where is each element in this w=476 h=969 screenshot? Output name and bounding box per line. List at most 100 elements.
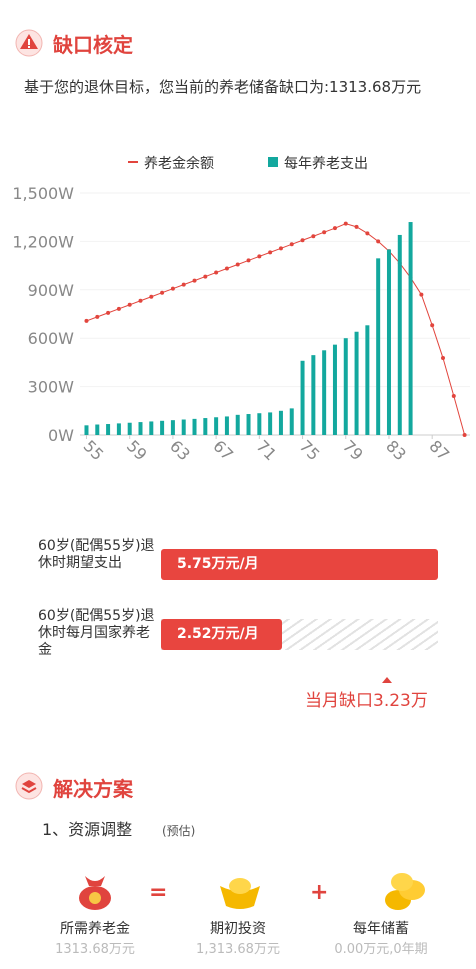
bar [397,234,402,435]
gap-label: 当月缺口3.23万 [305,691,428,711]
bar [95,424,100,435]
solution-note: (预估) [162,824,196,838]
x-tick-label: 87 [425,436,453,464]
point [322,230,327,235]
coins-icon [385,873,425,910]
item-label: 所需养老金 [60,921,130,937]
point [84,318,89,323]
x-tick-label: 67 [209,436,237,464]
bar [224,416,229,435]
y-tick-label: 300W [28,378,75,397]
point [440,356,445,361]
solution-icon [15,772,43,800]
bar [246,414,251,435]
operator: + [310,880,329,905]
point [462,433,467,437]
bar [376,258,381,435]
bar [278,410,283,435]
bar [311,355,316,435]
row-label: 60岁(配偶55岁)退休时每月国家养老金 [38,608,155,658]
point [181,282,186,287]
bar [332,344,337,435]
ingot-icon [220,878,260,909]
bar [386,249,391,435]
bar [106,424,111,435]
gap-text: 基于您的退休目标，您当前的养老储备缺口为:1313.68万元 [24,78,422,96]
x-tick-label: 55 [80,436,108,464]
bar [181,419,186,435]
point [170,286,175,291]
bar [203,418,208,435]
bar [354,331,359,435]
y-tick-label: 0W [48,426,74,445]
bar [84,425,89,435]
item-label: 每年储蓄 [353,921,409,937]
bar [257,413,262,435]
point [149,294,154,299]
point [224,266,229,271]
point [430,323,435,328]
gap-icon [15,29,43,57]
point [106,310,111,315]
point [451,393,456,398]
point [376,239,381,244]
y-tick-label: 1,500W [12,184,74,203]
line [86,223,466,436]
bar [289,408,294,435]
bar [408,222,413,435]
point [160,290,165,295]
operator: = [149,880,168,905]
item-value: 0.00万元,0年期 [334,942,428,957]
solution-step: 1、资源调整 [42,820,133,839]
point [289,242,294,247]
point [257,254,262,259]
bar [138,422,143,435]
point [138,298,143,303]
bar [214,417,219,435]
point [95,314,100,319]
point [127,302,132,307]
item-value: 1313.68万元 [55,942,135,957]
bar [160,420,165,435]
row-label: 60岁(配偶55岁)退休时期望支出 [38,538,155,571]
bar [365,325,370,435]
bar [127,422,132,435]
bar [192,418,197,435]
x-tick-label: 75 [296,436,324,464]
gap-title: 缺口核定 [53,33,133,57]
point [343,221,348,226]
point [365,231,370,236]
solution-title: 解决方案 [53,777,133,801]
x-tick-label: 83 [382,436,410,464]
point [235,262,240,267]
x-tick-label: 59 [123,436,151,464]
legend-swatch [268,157,278,167]
bar [300,360,305,435]
point [354,224,359,229]
bar [343,338,348,435]
point [214,270,219,275]
bar: 5.75万元/月 [161,549,438,580]
point [203,274,208,279]
chart: 0W 300W 600W 900W 1,200W 1,500W 55 59 63 67 71 75 79… [12,155,470,464]
bar [116,423,121,435]
point [268,250,273,255]
x-tick-label: 63 [166,436,194,464]
x-tick-label: 71 [253,436,281,464]
point [419,292,424,297]
bar [149,421,154,435]
bar [170,420,175,435]
bar [235,414,240,435]
bar [322,350,327,435]
bar: 2.52万元/月 [161,619,283,650]
legend-label: 养老金余额 [144,155,214,172]
bag-icon [79,876,111,910]
x-tick-label: 79 [339,436,367,464]
point [246,258,251,263]
point [332,226,337,231]
item-value: 1,313.68万元 [196,942,280,957]
point [300,238,305,243]
y-tick-label: 1,200W [12,232,74,251]
y-tick-label: 600W [28,329,75,348]
